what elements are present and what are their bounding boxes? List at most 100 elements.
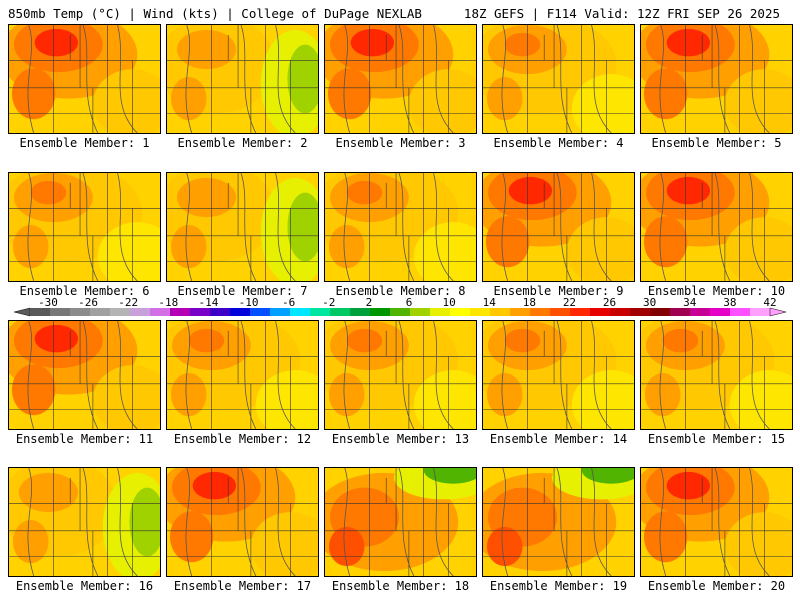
ensemble-member-label: Ensemble Member: 9: [493, 284, 624, 298]
colorbar-swatch: [590, 308, 611, 316]
ensemble-member-label: Ensemble Member: 18: [331, 579, 470, 593]
temperature-shading: [486, 77, 523, 121]
ensemble-panel: Ensemble Member: 1: [8, 24, 161, 150]
isotherm-contour: [240, 173, 257, 281]
temperature-shading: [571, 370, 634, 429]
isotherm-contour: [275, 25, 296, 133]
isotherm-contour: [749, 468, 770, 576]
temperature-shading: [423, 468, 476, 484]
ensemble-panel: Ensemble Member: 15: [640, 320, 793, 446]
ensemble-member-label: Ensemble Member: 15: [647, 432, 786, 446]
ensemble-member-label: Ensemble Member: 6: [19, 284, 150, 298]
colorbar-tick-label: 26: [603, 296, 616, 309]
temperature-map: [8, 24, 161, 134]
temperature-shading: [328, 526, 365, 567]
temperature-shading: [643, 68, 688, 120]
ensemble-panel: Ensemble Member: 5: [640, 24, 793, 150]
temperature-map: [166, 467, 319, 577]
colorbar-swatch: [670, 308, 691, 316]
temperature-shading: [724, 69, 792, 133]
isotherm-contour: [714, 25, 731, 133]
temperature-shading: [255, 370, 318, 429]
temperature-map: [8, 172, 161, 282]
temperature-shading: [571, 74, 634, 133]
isotherm-contour: [240, 25, 257, 133]
isotherm-contour: [343, 321, 351, 429]
isotherm-contour: [501, 25, 509, 133]
isotherm-contour: [556, 321, 573, 429]
isotherm-contour: [591, 321, 612, 429]
temperature-shading: [504, 328, 541, 353]
colorbar-swatch: [250, 308, 271, 316]
temperature-map: [640, 24, 793, 134]
isotherm-contour: [501, 468, 509, 576]
colorbar-tick-label: 34: [683, 296, 697, 309]
temperature-shading: [192, 471, 237, 500]
colorbar-tick-label: -26: [78, 296, 98, 309]
isotherm-contour: [117, 468, 138, 576]
isotherm-contour: [556, 173, 573, 281]
temperature-map: [8, 320, 161, 430]
colorbar-swatch: [710, 308, 731, 316]
isotherm-contour: [659, 321, 667, 429]
isotherm-contour: [275, 468, 296, 576]
ensemble-member-label: Ensemble Member: 8: [335, 284, 466, 298]
colorbar-tick-label: -6: [282, 296, 295, 309]
colorbar-min-arrow: [13, 307, 31, 317]
temperature-shading: [176, 177, 237, 218]
temperature-shading: [11, 364, 56, 416]
temperature-shading: [328, 373, 365, 417]
temperature-shading: [508, 176, 553, 205]
colorbar-swatch: [470, 308, 491, 316]
isotherm-contour: [433, 321, 454, 429]
isotherm-contour: [117, 173, 138, 281]
temperature-shading: [566, 217, 634, 281]
ensemble-panel: Ensemble Member: 14: [482, 320, 635, 446]
isotherm-contour: [240, 321, 257, 429]
temperature-shading: [350, 28, 395, 57]
ensemble-member-label: Ensemble Member: 20: [647, 579, 786, 593]
isotherm-contour: [343, 173, 351, 281]
temperature-shading: [30, 180, 67, 205]
temperature-map: [8, 467, 161, 577]
isotherm-contour: [240, 468, 257, 576]
isotherm-contour: [117, 25, 138, 133]
temperature-shading: [486, 373, 523, 417]
colorbar-swatch: [530, 308, 551, 316]
colorbar-swatch: [410, 308, 431, 316]
temperature-shading: [504, 32, 541, 57]
isotherm-contour: [556, 25, 573, 133]
temperature-shading: [408, 69, 476, 133]
colorbar-tick-label: -30: [38, 296, 58, 309]
ensemble-panel: Ensemble Member: 3: [324, 24, 477, 150]
temperature-shading: [170, 225, 207, 269]
isotherm-contour: [659, 25, 667, 133]
isotherm-contour: [275, 173, 296, 281]
temperature-shading: [170, 77, 207, 121]
isotherm-contour: [433, 468, 454, 576]
colorbar-swatch: [130, 308, 151, 316]
temperature-map: [324, 24, 477, 134]
temperature-shading: [413, 222, 476, 281]
isotherm-contour: [749, 173, 770, 281]
temperature-shading: [92, 365, 160, 429]
isotherm-contour: [501, 173, 509, 281]
isotherm-contour: [433, 25, 454, 133]
colorbar-swatch: [370, 308, 391, 316]
temperature-shading: [92, 69, 160, 133]
temperature-shading: [287, 192, 318, 262]
colorbar-tick-label: 22: [563, 296, 576, 309]
ensemble-member-label: Ensemble Member: 5: [651, 136, 782, 150]
temperature-shading: [176, 29, 237, 70]
temperature-shading: [169, 511, 214, 563]
ensemble-panel: Ensemble Member: 11: [8, 320, 161, 446]
colorbar-swatch: [210, 308, 231, 316]
temperature-map: [640, 467, 793, 577]
ensemble-panel: Ensemble Member: 7: [166, 172, 319, 298]
temperature-shading: [188, 328, 225, 353]
colorbar-swatch: [350, 308, 371, 316]
colorbar-tick-label: 42: [763, 296, 776, 309]
ensemble-member-label: Ensemble Member: 17: [173, 579, 312, 593]
isotherm-contour: [714, 173, 731, 281]
colorbar-swatch: [510, 308, 531, 316]
